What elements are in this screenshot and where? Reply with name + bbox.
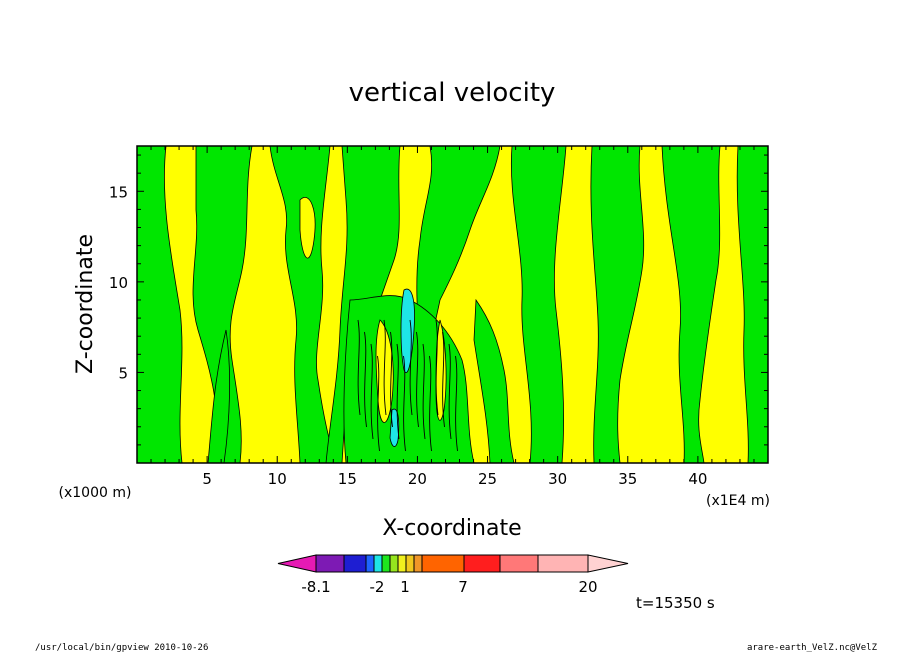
x-tick-label: 35 [618, 470, 637, 488]
contour-line [409, 319, 413, 416]
footer-left-info: /usr/local/bin/gpview 2010-10-26 [35, 643, 208, 653]
colorbar-segment [365, 554, 375, 573]
contour-line [364, 331, 367, 428]
time-label: t=15350 s [636, 594, 715, 612]
colorbar-label: -8.1 [301, 578, 330, 596]
field-region-green [511, 146, 567, 463]
x-tick-label: 25 [478, 470, 497, 488]
x-tick-label: 20 [408, 470, 427, 488]
y-tick-label: 5 [118, 364, 128, 382]
colorbar-high-arrow [587, 554, 629, 573]
field-region-yellow [299, 197, 316, 259]
contour-line [357, 319, 361, 416]
contour-line [383, 319, 387, 416]
contour-line [442, 331, 445, 428]
colorbar-label: 20 [578, 578, 597, 596]
contour-line [370, 343, 374, 440]
colorbar-segment [413, 554, 423, 573]
colorbar-segment [463, 554, 501, 573]
colorbar-segment [315, 554, 345, 573]
footer-right-info: arare-earth_VelZ.nc@VelZ [747, 643, 878, 653]
contour-line [403, 355, 406, 452]
colorbar-label: -2 [370, 578, 385, 596]
x-tick-label: 5 [202, 470, 212, 488]
field-region-green [207, 329, 231, 463]
contour-line [448, 343, 452, 440]
velocity-field [137, 146, 768, 463]
field-region-green [661, 146, 721, 463]
contour-line [396, 343, 400, 440]
x-tick-label: 30 [548, 470, 567, 488]
contour-line [422, 343, 426, 440]
contour-line [435, 319, 439, 416]
field-region-updraft [389, 408, 400, 447]
colorbar-segment [373, 554, 383, 573]
colorbar-segment [405, 554, 415, 573]
y-axis-label: Z-coordinate [73, 234, 98, 374]
y-tick-label: 15 [109, 183, 128, 201]
contour-line [390, 331, 393, 428]
colorbar-segment [421, 554, 465, 573]
field-region-green [473, 298, 515, 463]
colorbar-segment [499, 554, 539, 573]
colorbar-segment [343, 554, 367, 573]
y-tick-label: 10 [109, 274, 128, 292]
field-region-green [192, 146, 253, 463]
colorbar-segment [537, 554, 589, 573]
field-region-green [736, 146, 768, 463]
colorbar-segment [389, 554, 399, 573]
contour-line [455, 355, 458, 452]
x-axis-label: X-coordinate [382, 516, 521, 541]
x-tick-label: 15 [338, 470, 357, 488]
x-axis-unit: (x1E4 m) [706, 493, 770, 509]
colorbar: -8.1 -2 1 7 20 [277, 554, 629, 596]
field-region-green [137, 146, 183, 463]
chart-title: vertical velocity [349, 78, 556, 108]
colorbar-segment [381, 554, 391, 573]
plot-frame [136, 145, 769, 464]
colorbar-label: 7 [458, 578, 468, 596]
x-tick-label: 10 [268, 470, 287, 488]
y-axis-unit: (x1000 m) [59, 485, 132, 501]
field-region-green [590, 146, 645, 463]
colorbar-low-arrow [277, 554, 317, 573]
contour-line [429, 355, 432, 452]
field-region-green [269, 146, 337, 463]
colorbar-label: 1 [400, 578, 410, 596]
plot-area [136, 145, 769, 464]
contour-line [377, 355, 380, 452]
colorbar-segment [397, 554, 407, 573]
x-tick-label: 40 [688, 470, 707, 488]
axis-ticks [137, 146, 768, 463]
contour-line [416, 331, 419, 428]
